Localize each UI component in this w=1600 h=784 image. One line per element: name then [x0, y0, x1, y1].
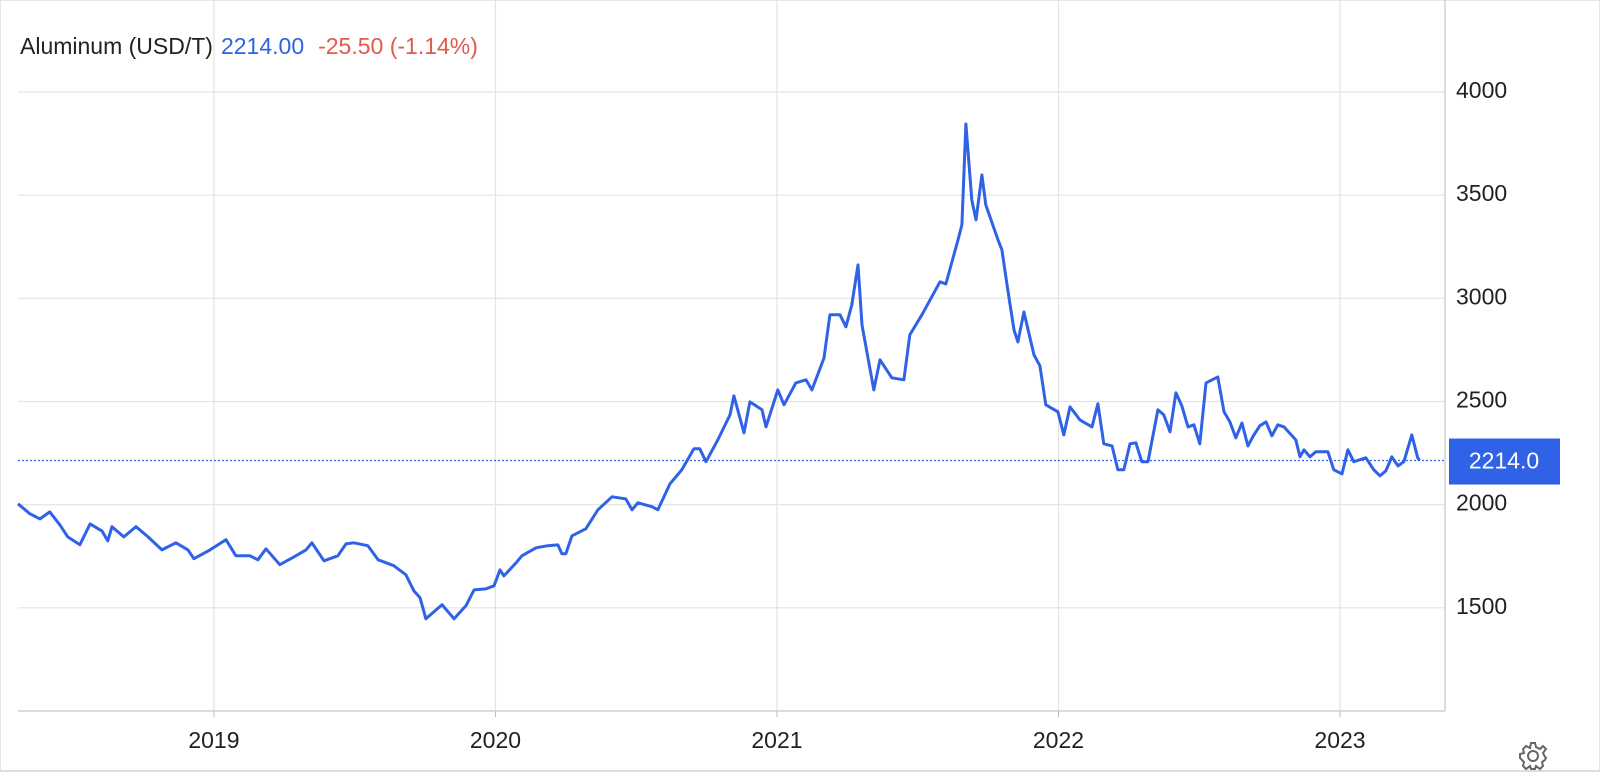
- price: 2214.00: [221, 33, 304, 59]
- x-tick-label: 2021: [751, 727, 802, 753]
- title: Aluminum (USD/T): [20, 33, 213, 59]
- x-tick-label: 2020: [470, 727, 521, 753]
- last-price-label: 2214.0: [1469, 448, 1539, 474]
- price-line: [17, 122, 1421, 621]
- y-tick-label: 3500: [1456, 180, 1507, 206]
- x-tick-label: 2019: [188, 727, 239, 753]
- y-tick-label: 2500: [1456, 387, 1507, 413]
- last-price-box: [1449, 438, 1560, 485]
- chart-title: Aluminum (USD/T) 2214.00 -25.50 (-1.14%): [20, 33, 478, 59]
- change: -25.50 (-1.14%): [318, 33, 478, 59]
- y-tick-label: 4000: [1456, 77, 1507, 103]
- y-tick-label: 1500: [1456, 593, 1507, 619]
- settings-icon[interactable]: [1519, 742, 1548, 771]
- x-tick-label: 2023: [1314, 727, 1365, 753]
- y-tick-label: 2000: [1456, 490, 1507, 516]
- y-tick-label: 3000: [1456, 283, 1507, 309]
- x-tick-label: 2022: [1033, 727, 1084, 753]
